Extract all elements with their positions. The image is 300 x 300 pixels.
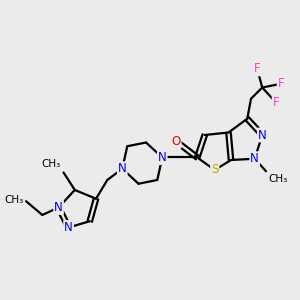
Text: CH₃: CH₃ xyxy=(268,174,287,184)
Text: CH₃: CH₃ xyxy=(42,160,61,170)
Text: F: F xyxy=(273,96,279,109)
Text: CH₃: CH₃ xyxy=(4,195,24,205)
Text: N: N xyxy=(118,162,127,175)
Text: N: N xyxy=(54,201,63,214)
Text: F: F xyxy=(254,62,260,75)
Text: N: N xyxy=(250,152,259,165)
Text: N: N xyxy=(64,221,73,234)
Text: N: N xyxy=(258,128,267,142)
Text: O: O xyxy=(171,135,181,148)
Text: S: S xyxy=(211,164,218,176)
Text: N: N xyxy=(158,151,167,164)
Text: F: F xyxy=(278,77,284,90)
